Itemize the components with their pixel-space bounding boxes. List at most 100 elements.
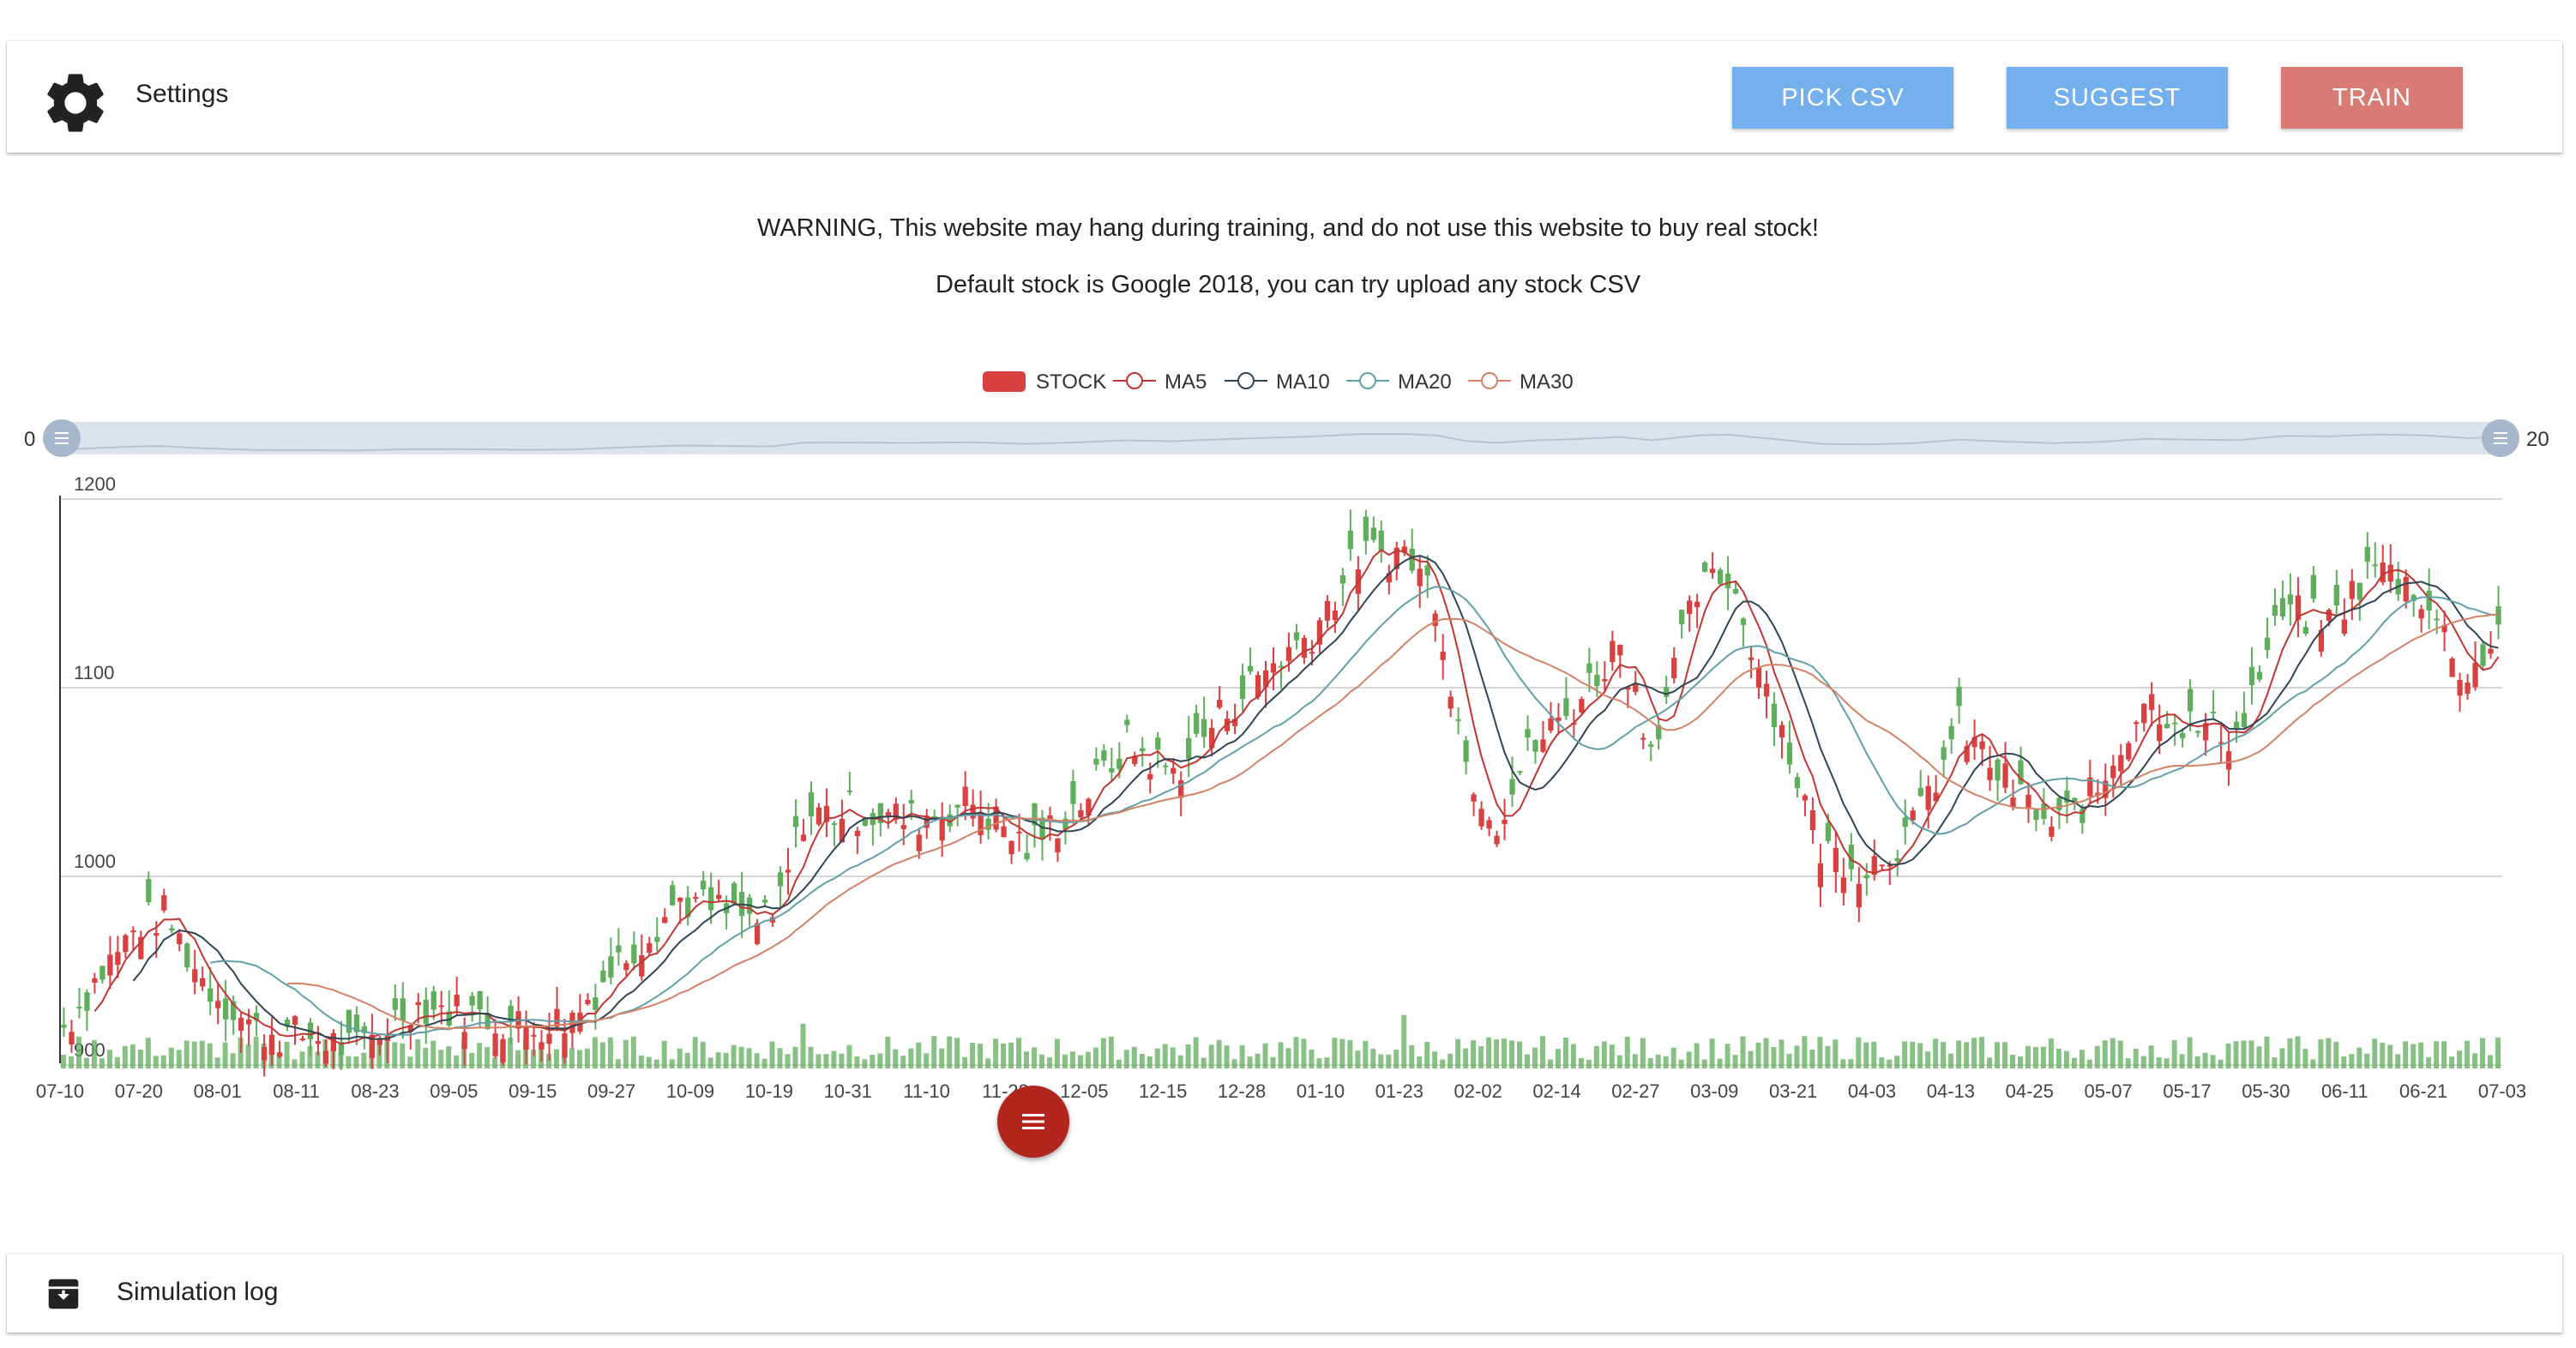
candle-body xyxy=(2457,680,2463,696)
candle-body xyxy=(1763,683,1770,697)
candle-body xyxy=(146,879,152,903)
candle-body xyxy=(939,817,945,841)
candle-body xyxy=(2018,760,2024,785)
candle-body xyxy=(1617,644,1623,656)
volume-bar xyxy=(1740,1036,1746,1068)
suggest-button[interactable]: SUGGEST xyxy=(2007,67,2228,129)
volume-bar xyxy=(769,1041,775,1068)
legend-label-ma10: MA10 xyxy=(1276,370,1330,394)
candle-body xyxy=(1078,809,1084,818)
candle-body xyxy=(731,883,737,904)
volume-bar xyxy=(785,1054,791,1068)
candle-body xyxy=(823,805,830,822)
candle-body xyxy=(2241,713,2248,727)
volume-bar xyxy=(931,1036,937,1068)
volume-bar xyxy=(1624,1037,1630,1068)
candle-body xyxy=(985,818,991,830)
x-tick-label: 07-10 xyxy=(36,1080,84,1102)
volume-bar xyxy=(1417,1056,1423,1068)
candle-body xyxy=(1656,725,1662,740)
candle-body xyxy=(99,966,105,980)
menu-fab[interactable] xyxy=(997,1086,1069,1158)
candle-body xyxy=(754,923,761,944)
candle-body xyxy=(253,1013,260,1020)
candle-body xyxy=(1070,781,1076,804)
legend-label-ma5: MA5 xyxy=(1165,370,1207,394)
y-tick-label: 1200 xyxy=(74,473,116,495)
candle-body xyxy=(1956,686,1962,707)
pick-csv-button[interactable]: PICK CSV xyxy=(1732,67,1953,129)
candle-body xyxy=(2434,618,2440,621)
candle-body xyxy=(84,992,90,1011)
zoom-slider[interactable]: 0 20 xyxy=(24,419,2549,457)
volume-bar xyxy=(2010,1054,2015,1068)
volume-bar xyxy=(446,1046,452,1068)
volume-bar xyxy=(777,1048,783,1068)
slider-trend xyxy=(61,433,2501,452)
volume-bar xyxy=(184,1040,190,1068)
candle-body xyxy=(2056,797,2062,810)
candle-body xyxy=(670,885,676,906)
candle-body xyxy=(1124,719,1130,725)
legend-marker-ma20 xyxy=(1359,372,1376,389)
volume-bar xyxy=(1455,1038,1461,1068)
candle-body xyxy=(177,933,183,945)
volume-bar xyxy=(2079,1050,2085,1068)
volume-bar xyxy=(546,1053,551,1068)
volume-bar xyxy=(191,1041,197,1068)
candle-body xyxy=(585,1000,591,1004)
volume-bar xyxy=(576,1050,582,1068)
volume-bar xyxy=(2418,1042,2424,1068)
gear-icon[interactable] xyxy=(39,67,111,139)
menu-icon xyxy=(1022,1114,1044,1129)
candle-body xyxy=(1201,719,1207,737)
candle-body xyxy=(200,978,206,987)
volume-bar xyxy=(1494,1039,1500,1068)
volume-bar xyxy=(1686,1051,1692,1068)
train-button[interactable]: TRAIN xyxy=(2281,67,2463,129)
volume-bar xyxy=(1817,1037,1823,1068)
volume-bar xyxy=(2441,1041,2447,1068)
candle-body xyxy=(192,969,198,983)
volume-bar xyxy=(661,1040,667,1068)
volume-bar xyxy=(2017,1056,2023,1068)
volume-bar xyxy=(592,1037,598,1068)
candle-body xyxy=(2488,648,2494,654)
volume-bar xyxy=(653,1059,659,1068)
volume-bar xyxy=(993,1038,999,1068)
volume-bar xyxy=(83,1057,89,1068)
candle-body xyxy=(647,942,653,954)
candle-body xyxy=(916,834,922,852)
candle-body xyxy=(2187,689,2194,712)
volume-bar xyxy=(1077,1055,1083,1068)
candle-body xyxy=(1417,569,1423,587)
candle-body xyxy=(1163,765,1169,767)
candle-body xyxy=(1055,838,1061,853)
candle-body xyxy=(1910,810,1916,821)
volume-bar xyxy=(2364,1053,2370,1068)
candle-body xyxy=(1255,675,1261,697)
candle-body xyxy=(130,930,136,933)
candle-body xyxy=(415,1002,421,1006)
simulation-log-card[interactable]: Simulation log xyxy=(7,1254,2562,1333)
volume-bar xyxy=(106,1050,112,1068)
x-tick-label: 05-30 xyxy=(2242,1080,2290,1102)
candle-body xyxy=(1032,803,1038,826)
candle-body xyxy=(315,1040,322,1044)
chart-legend[interactable]: STOCK MA5 MA10 MA20 MA30 xyxy=(983,370,1574,394)
volume-bar xyxy=(400,1043,406,1068)
volume-bar xyxy=(2140,1056,2146,1068)
volume-bar xyxy=(2326,1038,2332,1068)
candle-body xyxy=(1664,687,1670,697)
volume-bar xyxy=(1555,1049,1561,1068)
candle-body xyxy=(1848,845,1854,870)
candle-body xyxy=(1155,737,1161,750)
stock-chart[interactable]: STOCK MA5 MA10 MA20 MA30 0 20 120011001000900… xyxy=(0,343,2576,1132)
volume-bar xyxy=(1786,1053,1792,1068)
candle-body xyxy=(1671,658,1677,678)
candle-body xyxy=(361,1026,368,1033)
candle-body xyxy=(908,800,914,803)
volume-bar xyxy=(2426,1056,2432,1068)
volume-bar xyxy=(485,1046,491,1068)
volume-bar xyxy=(1586,1059,1592,1068)
